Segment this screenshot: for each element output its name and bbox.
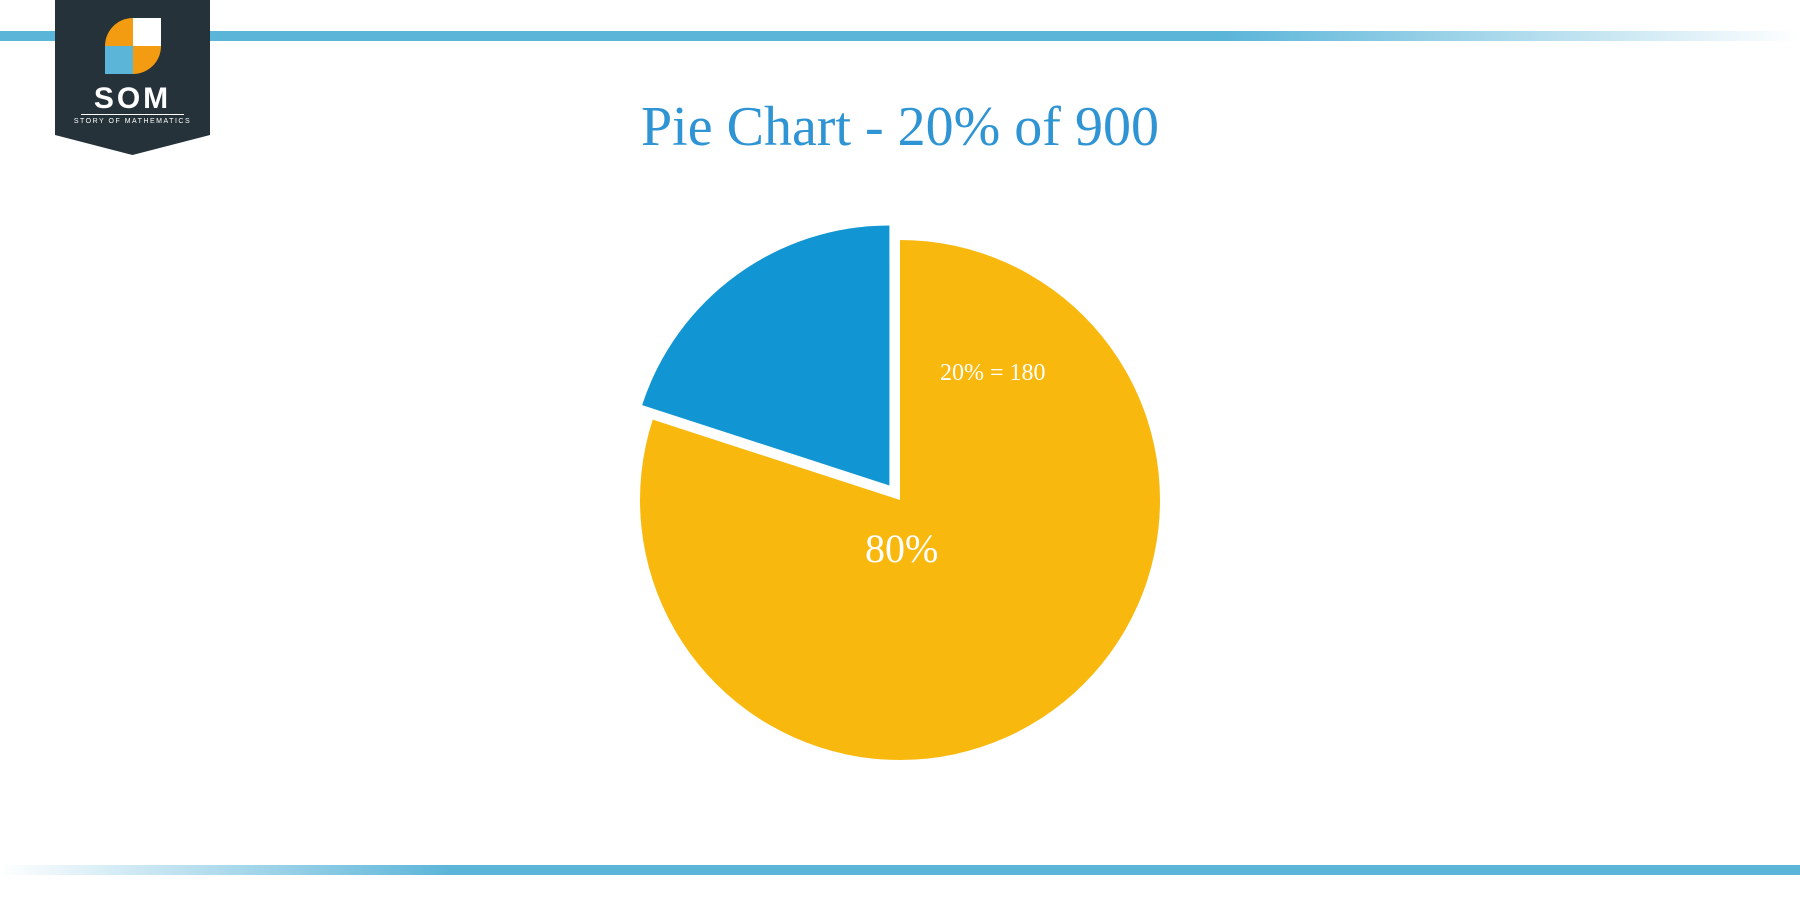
- logo-tagline: STORY OF MATHEMATICS: [55, 118, 210, 125]
- slice-label-20: 20% = 180: [940, 360, 1046, 387]
- top-accent-bar: [0, 28, 1800, 38]
- slice-label-80: 80%: [865, 525, 938, 572]
- chart-title: Pie Chart - 20% of 900: [0, 95, 1800, 159]
- logo-name: SOM: [55, 82, 210, 116]
- logo-badge: SOM STORY OF MATHEMATICS: [55, 0, 210, 155]
- pie-chart: 80% 20% = 180: [620, 220, 1180, 780]
- logo-divider: [81, 114, 184, 115]
- logo-icon: [105, 18, 161, 74]
- bottom-accent-bar: [0, 862, 1800, 872]
